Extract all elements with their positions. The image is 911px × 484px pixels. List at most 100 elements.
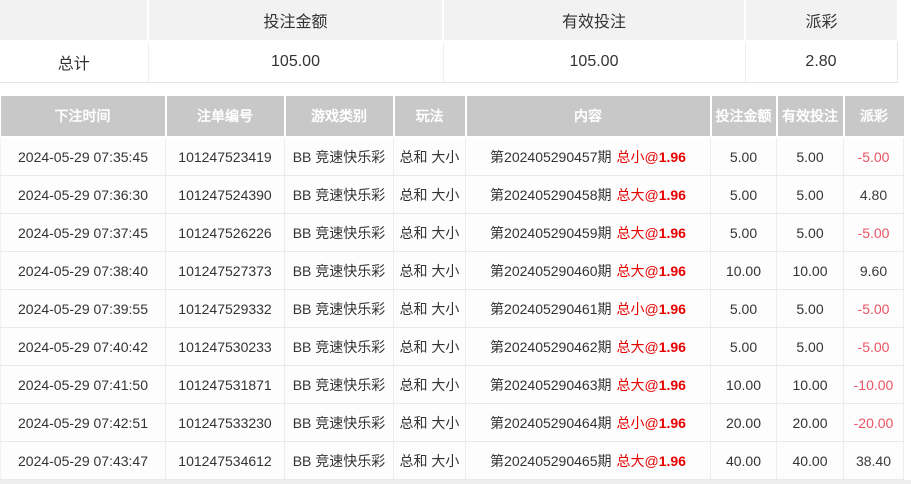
odds-value: 1.96 [658, 148, 686, 165]
summary-col-valid-bet: 有效投注 [443, 0, 746, 42]
play-type-cell: 总和 大小 [393, 137, 466, 176]
col-play-type: 玩法 [393, 96, 467, 138]
bet-row: 2024-05-29 07:35:45 101247523419 BB 竞速快乐… [0, 137, 904, 176]
bet-amount-cell: 5.00 [710, 213, 777, 252]
bet-time-cell: 2024-05-29 07:36:30 [0, 175, 166, 214]
game-category-cell: BB 竞速快乐彩 [284, 213, 394, 252]
bet-content-cell: 第202405290459期 总大@1.96 [465, 213, 711, 252]
pick-text: 总小 [616, 300, 645, 317]
bet-row: 2024-05-29 07:40:42 101247530233 BB 竞速快乐… [0, 327, 904, 366]
valid-bet-cell: 5.00 [776, 289, 844, 328]
pick-text: 总大 [616, 338, 645, 355]
valid-bet-cell: 20.00 [776, 403, 844, 442]
period-text: 第202405290457期 [490, 148, 612, 165]
period-text: 第202405290464期 [490, 414, 612, 431]
bet-time-cell: 2024-05-29 07:42:51 [0, 403, 166, 442]
odds-value: 1.96 [658, 414, 686, 431]
payout-cell: -20.00 [843, 403, 904, 442]
payout-cell: -5.00 [843, 327, 904, 366]
payout-cell: -5.00 [843, 289, 904, 328]
payout-cell: -5.00 [843, 213, 904, 252]
order-id-cell: 101247531871 [165, 365, 285, 404]
bet-content-cell: 第202405290458期 总大@1.96 [465, 175, 711, 214]
game-category-cell: BB 竞速快乐彩 [284, 327, 394, 366]
pick-text: 总小 [616, 414, 645, 431]
bet-content-cell: 第202405290462期 总大@1.96 [465, 327, 711, 366]
pick-text: 总小 [616, 148, 645, 165]
bet-content-cell: 第202405290465期 总大@1.96 [465, 441, 711, 480]
bet-content-cell: 第202405290457期 总小@1.96 [465, 137, 711, 176]
bet-amount-cell: 10.00 [710, 251, 777, 290]
summary-total-row: 总计 105.00 105.00 2.80 [0, 41, 898, 83]
play-type-cell: 总和 大小 [393, 441, 466, 480]
pick-text: 总大 [616, 224, 645, 241]
odds-separator: @ [644, 186, 659, 203]
play-type-cell: 总和 大小 [393, 289, 466, 328]
period-text: 第202405290458期 [490, 186, 612, 203]
valid-bet-cell: 40.00 [776, 441, 844, 480]
total-valid-bet: 105.00 [443, 41, 746, 83]
bet-time-cell: 2024-05-29 07:39:55 [0, 289, 166, 328]
summary-col-payout: 派彩 [745, 0, 897, 42]
bet-amount-cell: 10.00 [710, 365, 777, 404]
period-text: 第202405290463期 [490, 376, 612, 393]
order-id-cell: 101247523419 [165, 137, 285, 176]
bet-amount-cell: 5.00 [710, 327, 777, 366]
valid-bet-cell: 10.00 [776, 251, 844, 290]
col-game-category: 游戏类别 [284, 96, 395, 138]
bet-time-cell: 2024-05-29 07:37:45 [0, 213, 166, 252]
page-background-strip [0, 480, 911, 484]
order-id-cell: 101247527373 [165, 251, 285, 290]
game-category-cell: BB 竞速快乐彩 [284, 251, 394, 290]
total-payout: 2.80 [745, 41, 898, 83]
bet-amount-cell: 5.00 [710, 289, 777, 328]
play-type-cell: 总和 大小 [393, 213, 466, 252]
bet-content-cell: 第202405290461期 总小@1.96 [465, 289, 711, 328]
period-text: 第202405290465期 [490, 452, 612, 469]
odds-value: 1.96 [658, 186, 686, 203]
valid-bet-cell: 10.00 [776, 365, 844, 404]
odds-separator: @ [644, 414, 659, 431]
col-payout: 派彩 [843, 96, 904, 138]
bet-time-cell: 2024-05-29 07:38:40 [0, 251, 166, 290]
col-order-id: 注单编号 [165, 96, 286, 138]
odds-value: 1.96 [658, 338, 686, 355]
bet-time-cell: 2024-05-29 07:43:47 [0, 441, 166, 480]
bet-amount-cell: 20.00 [710, 403, 777, 442]
pick-text: 总大 [616, 262, 645, 279]
bet-row: 2024-05-29 07:42:51 101247533230 BB 竞速快乐… [0, 403, 904, 442]
bet-row: 2024-05-29 07:39:55 101247529332 BB 竞速快乐… [0, 289, 904, 328]
odds-separator: @ [644, 376, 659, 393]
bet-content-cell: 第202405290463期 总大@1.96 [465, 365, 711, 404]
odds-value: 1.96 [658, 262, 686, 279]
summary-header-row: 投注金额 有效投注 派彩 [0, 0, 897, 42]
payout-cell: 4.80 [843, 175, 904, 214]
bets-table: 下注时间 注单编号 游戏类别 玩法 内容 投注金额 有效投注 派彩 2024-0… [0, 96, 904, 480]
col-bet-amount: 投注金额 [710, 96, 778, 138]
valid-bet-cell: 5.00 [776, 137, 844, 176]
pick-text: 总大 [616, 186, 645, 203]
odds-separator: @ [644, 262, 659, 279]
summary-table: 投注金额 有效投注 派彩 总计 105.00 105.00 2.80 [0, 0, 898, 83]
total-label: 总计 [0, 41, 149, 83]
bet-row: 2024-05-29 07:36:30 101247524390 BB 竞速快乐… [0, 175, 904, 214]
order-id-cell: 101247526226 [165, 213, 285, 252]
odds-separator: @ [644, 224, 659, 241]
game-category-cell: BB 竞速快乐彩 [284, 137, 394, 176]
game-category-cell: BB 竞速快乐彩 [284, 441, 394, 480]
play-type-cell: 总和 大小 [393, 251, 466, 290]
col-bet-time: 下注时间 [0, 96, 167, 138]
valid-bet-cell: 5.00 [776, 213, 844, 252]
pick-text: 总大 [616, 376, 645, 393]
bet-amount-cell: 40.00 [710, 441, 777, 480]
summary-col-blank [0, 0, 149, 42]
period-text: 第202405290459期 [490, 224, 612, 241]
bet-content-cell: 第202405290464期 总小@1.96 [465, 403, 711, 442]
bet-time-cell: 2024-05-29 07:35:45 [0, 137, 166, 176]
total-bet-amount: 105.00 [148, 41, 444, 83]
payout-cell: -10.00 [843, 365, 904, 404]
period-text: 第202405290462期 [490, 338, 612, 355]
game-category-cell: BB 竞速快乐彩 [284, 289, 394, 328]
play-type-cell: 总和 大小 [393, 365, 466, 404]
payout-cell: 38.40 [843, 441, 904, 480]
